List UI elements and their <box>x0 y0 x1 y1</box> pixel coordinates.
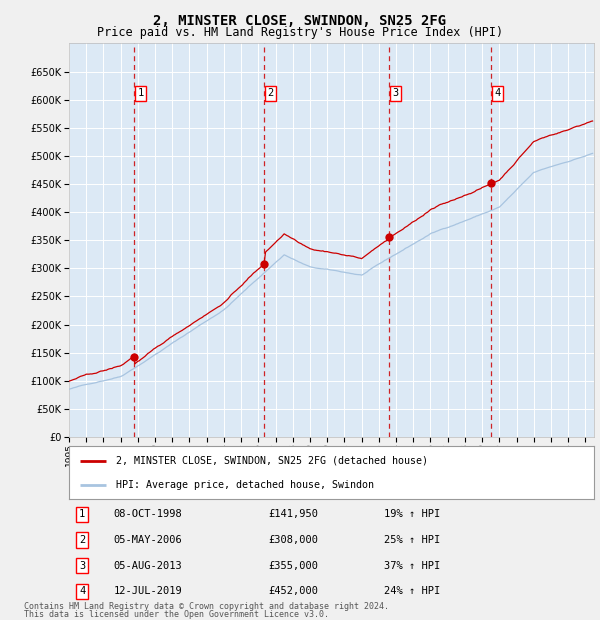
Text: HPI: Average price, detached house, Swindon: HPI: Average price, detached house, Swin… <box>116 480 374 490</box>
Text: 12-JUL-2019: 12-JUL-2019 <box>113 586 182 596</box>
Text: 3: 3 <box>392 89 398 99</box>
Text: 24% ↑ HPI: 24% ↑ HPI <box>384 586 440 596</box>
Text: £452,000: £452,000 <box>269 586 319 596</box>
Text: This data is licensed under the Open Government Licence v3.0.: This data is licensed under the Open Gov… <box>24 610 329 619</box>
Text: 1: 1 <box>137 89 143 99</box>
Text: 05-AUG-2013: 05-AUG-2013 <box>113 560 182 570</box>
Text: 3: 3 <box>79 560 85 570</box>
Text: 4: 4 <box>494 89 501 99</box>
Text: Contains HM Land Registry data © Crown copyright and database right 2024.: Contains HM Land Registry data © Crown c… <box>24 602 389 611</box>
Text: £141,950: £141,950 <box>269 510 319 520</box>
Text: 37% ↑ HPI: 37% ↑ HPI <box>384 560 440 570</box>
Text: Price paid vs. HM Land Registry's House Price Index (HPI): Price paid vs. HM Land Registry's House … <box>97 26 503 39</box>
Text: £355,000: £355,000 <box>269 560 319 570</box>
Text: 05-MAY-2006: 05-MAY-2006 <box>113 535 182 545</box>
Text: 2, MINSTER CLOSE, SWINDON, SN25 2FG: 2, MINSTER CLOSE, SWINDON, SN25 2FG <box>154 14 446 28</box>
Text: 08-OCT-1998: 08-OCT-1998 <box>113 510 182 520</box>
Text: 2: 2 <box>79 535 85 545</box>
Text: 1: 1 <box>79 510 85 520</box>
Text: 2, MINSTER CLOSE, SWINDON, SN25 2FG (detached house): 2, MINSTER CLOSE, SWINDON, SN25 2FG (det… <box>116 456 428 466</box>
Text: 19% ↑ HPI: 19% ↑ HPI <box>384 510 440 520</box>
Text: 4: 4 <box>79 586 85 596</box>
Text: 2: 2 <box>268 89 274 99</box>
Text: 25% ↑ HPI: 25% ↑ HPI <box>384 535 440 545</box>
Text: £308,000: £308,000 <box>269 535 319 545</box>
